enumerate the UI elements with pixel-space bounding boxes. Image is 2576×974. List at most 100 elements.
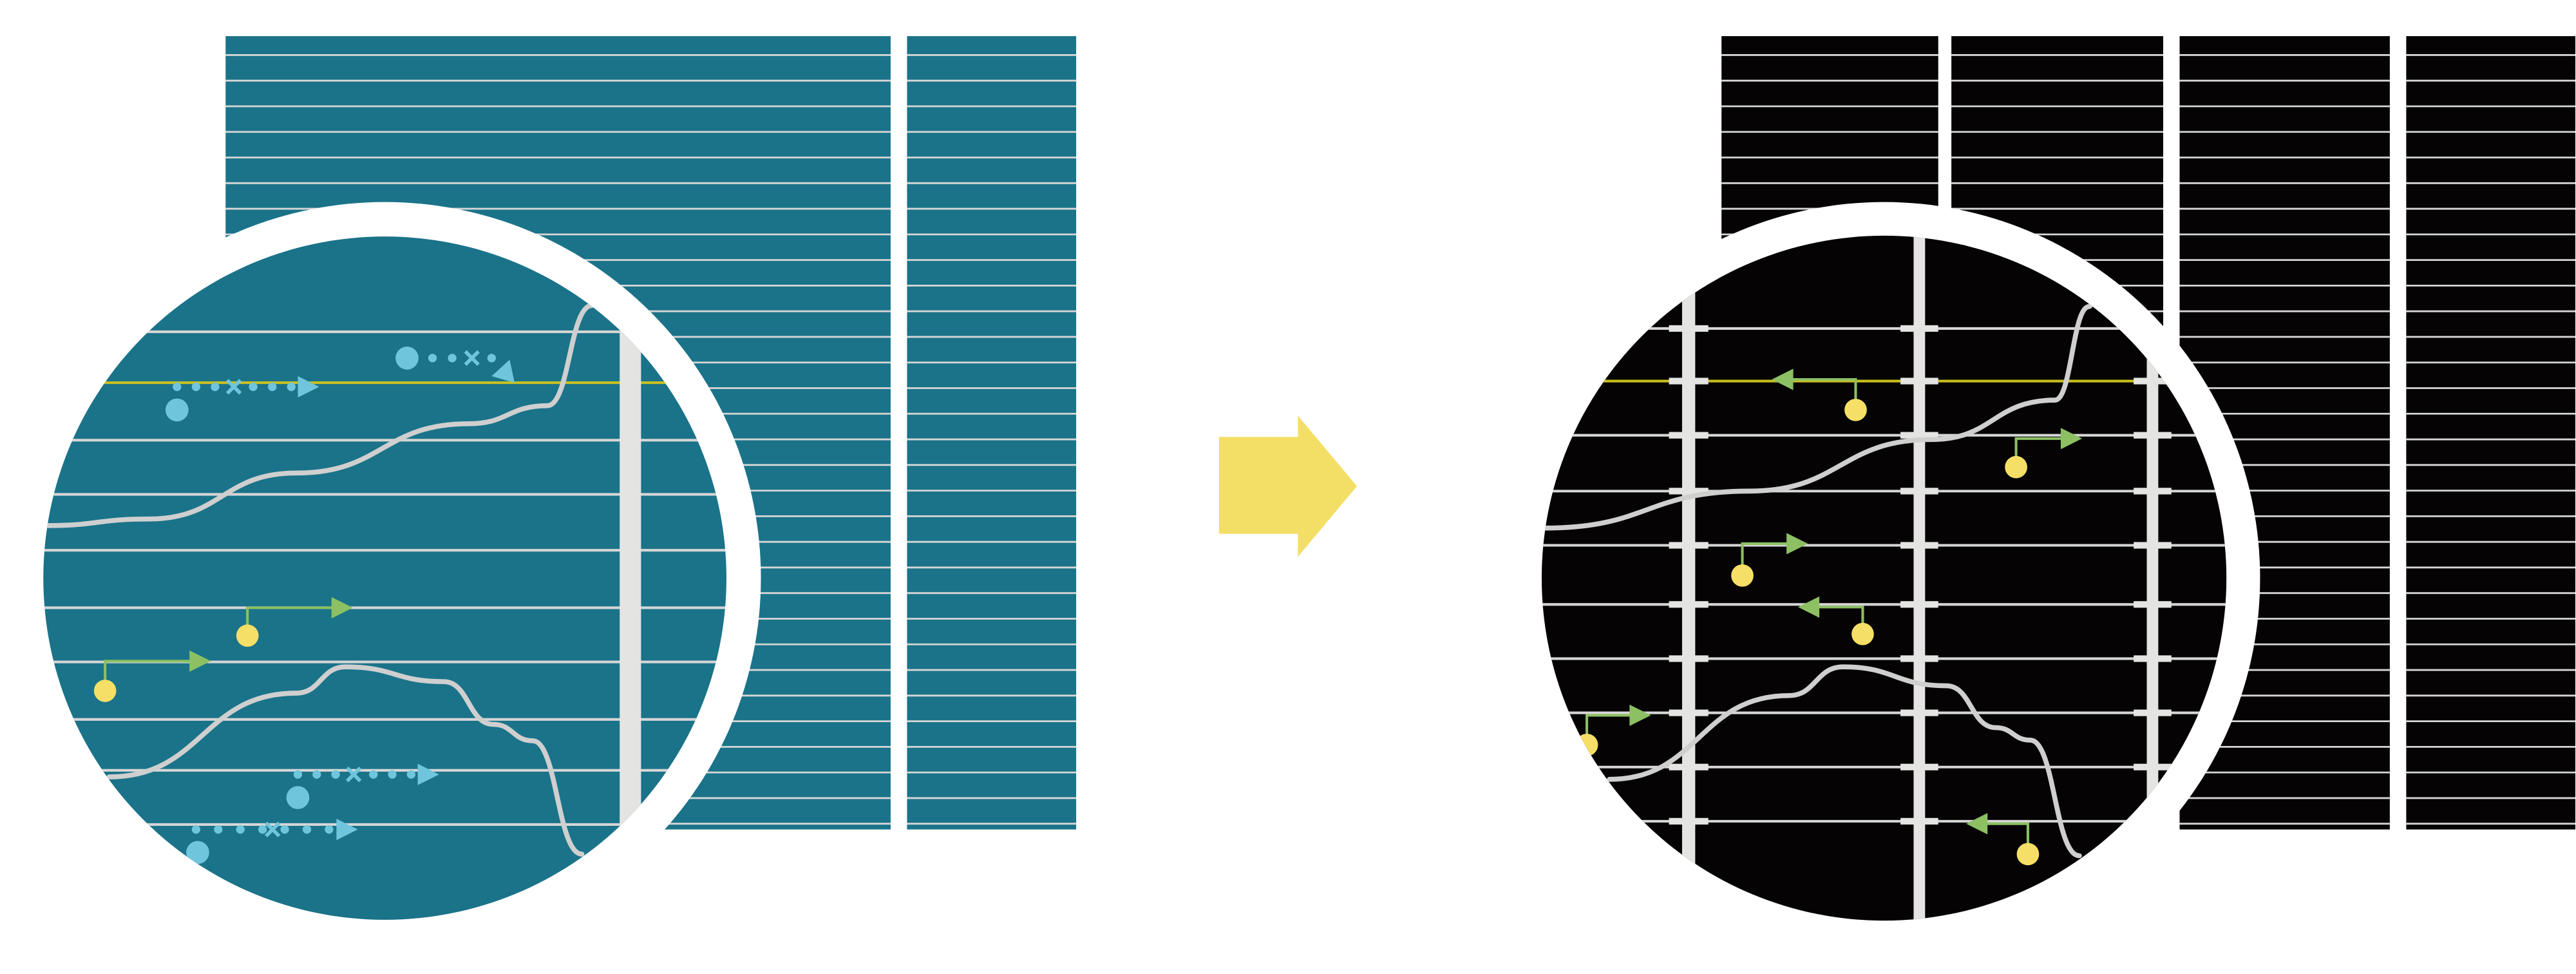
track-tick [2134, 601, 2172, 608]
track-tick [1669, 763, 1709, 770]
step-dot [1844, 399, 1867, 421]
track-tick [1669, 377, 1709, 385]
track-tick [1669, 488, 1709, 495]
arrowhead-icon [1786, 533, 1808, 555]
track-tick [1900, 377, 1938, 385]
dotted-arrow-icon [186, 819, 358, 864]
track-tick [1900, 817, 1938, 825]
track-bar [1681, 235, 1696, 921]
arrowhead-icon [491, 359, 515, 383]
flow-curve [106, 664, 585, 857]
dot [406, 770, 416, 779]
dot [302, 825, 312, 834]
step-dot [1852, 622, 1874, 645]
track-tick [1669, 655, 1709, 662]
dot [173, 382, 182, 392]
track-tick [1669, 817, 1709, 825]
arrowhead-icon [1772, 368, 1794, 390]
dot [331, 770, 340, 779]
dot [249, 382, 258, 392]
dot [369, 770, 378, 779]
track-tick [2134, 377, 2172, 385]
origin-dot [395, 346, 419, 370]
arrowhead-icon [336, 819, 358, 841]
track-tick [2134, 655, 2172, 662]
origin-dot [165, 398, 189, 422]
x-mark-icon [225, 379, 242, 395]
track-tick [1900, 655, 1938, 662]
arrowhead-icon [1797, 596, 1820, 618]
dot [191, 825, 201, 834]
arrowhead-icon [1966, 813, 1988, 835]
step-dot [236, 624, 259, 647]
step-dot [1731, 564, 1754, 587]
flow-curve [44, 260, 608, 528]
dotted-arrow-icon [286, 763, 439, 810]
flow-curve [1542, 260, 2102, 531]
elbow-arrow-icon [1797, 596, 1874, 645]
dot [312, 770, 321, 779]
track-tick [2134, 432, 2172, 439]
dot [214, 825, 223, 834]
track-tick [1900, 709, 1938, 716]
step-dot [2016, 843, 2040, 866]
column [2406, 36, 2576, 830]
dot [191, 382, 201, 392]
dot [280, 825, 289, 834]
arrowhead-icon [331, 597, 353, 618]
arrowhead-icon [417, 763, 439, 785]
elbow-arrow-icon [1772, 368, 1867, 421]
step-dot [2005, 455, 2027, 479]
elbow-arrow-icon [93, 650, 211, 702]
column [907, 36, 1077, 830]
x-mark-icon [346, 767, 362, 783]
elbow-arrow-icon [1966, 813, 2040, 866]
x-mark-icon [265, 821, 281, 837]
track-tick [1669, 709, 1709, 716]
elbow-arrow-icon [236, 597, 353, 647]
dot [236, 825, 245, 834]
flow-curve [1607, 664, 2082, 859]
dot [325, 825, 334, 834]
dot [448, 354, 457, 363]
magnifier-content [1541, 235, 2227, 921]
track-tick [2134, 709, 2172, 716]
before-magnifier [8, 202, 761, 955]
dot [388, 770, 397, 779]
arrowhead-icon [1629, 704, 1651, 726]
origin-dot [186, 841, 209, 864]
arrowhead-icon [298, 376, 319, 398]
track-tick [1900, 488, 1938, 495]
dot [211, 382, 220, 392]
track-tick [1900, 325, 1938, 332]
track-tick [2134, 488, 2172, 495]
dot [258, 825, 267, 834]
magnifier-background [43, 236, 726, 920]
track-tick [1669, 601, 1709, 608]
track-tick [1900, 542, 1938, 549]
arrowhead-icon [189, 650, 211, 672]
track-tick [1900, 763, 1938, 770]
track-tick [1900, 432, 1938, 439]
elbow-arrow-icon [2005, 428, 2083, 479]
track-tick [2134, 542, 2172, 549]
dot [428, 354, 437, 363]
after-magnifier [1508, 202, 2260, 955]
dot [268, 382, 277, 392]
track-tick [1900, 601, 1938, 608]
origin-dot [286, 786, 310, 810]
track-tick [1669, 325, 1709, 332]
dotted-arrow-icon [165, 376, 319, 422]
dot [293, 770, 303, 779]
track-tick [2134, 763, 2172, 770]
track-tick [1669, 542, 1709, 549]
step-dot [93, 680, 117, 702]
x-mark-icon [464, 350, 480, 367]
dot [287, 382, 296, 392]
track-tick [1669, 432, 1709, 439]
track-bar [620, 332, 641, 920]
elbow-arrow-icon [1731, 533, 1808, 587]
arrowhead-icon [2060, 428, 2083, 450]
magnifier-background [1541, 235, 2227, 921]
